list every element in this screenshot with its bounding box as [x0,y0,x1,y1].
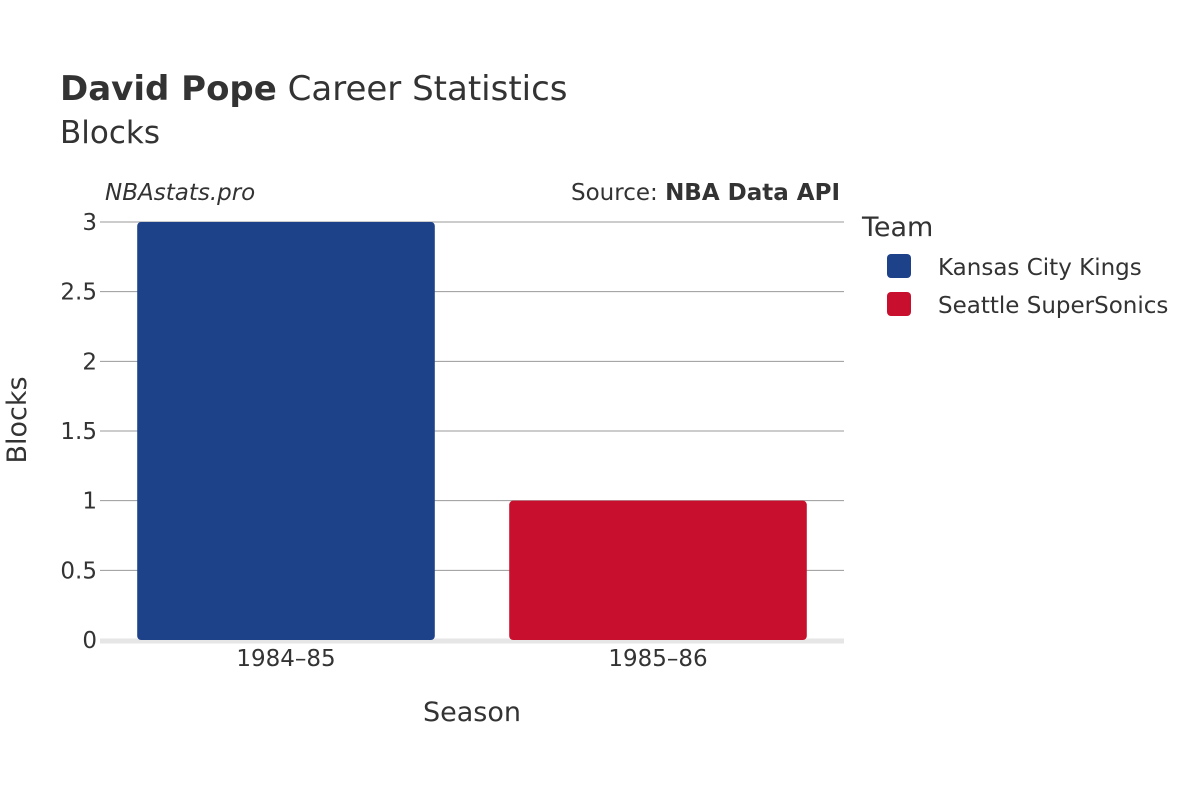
chart-title: David Pope Career Statistics [60,69,568,109]
source-name: NBA Data API [665,180,840,206]
x-tick-label: 1985–86 [608,646,707,672]
legend-label-seattle-supersonics: Seattle SuperSonics [938,293,1168,319]
bar-kansas-city-kings[interactable] [137,222,435,640]
y-tick-label: 1 [82,489,97,515]
y-tick-label: 0.5 [60,558,97,584]
legend-label-kansas-city-kings: Kansas City Kings [938,255,1142,281]
chart-title-player: David Pope [60,69,277,109]
legend-swatch-seattle-supersonics [887,292,911,316]
bars [137,222,807,640]
chart-title-rest: Career Statistics [277,69,568,109]
y-tick-label: 1.5 [60,419,97,445]
bar-seattle-supersonics[interactable] [509,500,807,640]
legend: Team Kansas City Kings Seattle SuperSoni… [861,212,1168,319]
x-axis-title: Season [423,697,521,728]
source-prefix: Source: [571,180,665,206]
y-tick-label: 3 [82,210,97,236]
watermark: NBAstats.pro [105,180,255,206]
chart-subtitle: Blocks [60,115,160,151]
x-axis-ticks: 1984–85 1985–86 [236,646,707,672]
y-tick-label: 0 [82,628,97,654]
y-axis-ticks: 0 0.5 1 1.5 2 2.5 3 [60,210,97,654]
legend-title: Team [861,212,933,243]
source-credit: Source: NBA Data API [571,180,840,206]
y-tick-label: 2 [82,349,97,375]
y-axis-title: Blocks [2,376,33,463]
y-tick-label: 2.5 [60,280,97,306]
legend-swatch-kansas-city-kings [887,254,911,278]
x-tick-label: 1984–85 [236,646,335,672]
